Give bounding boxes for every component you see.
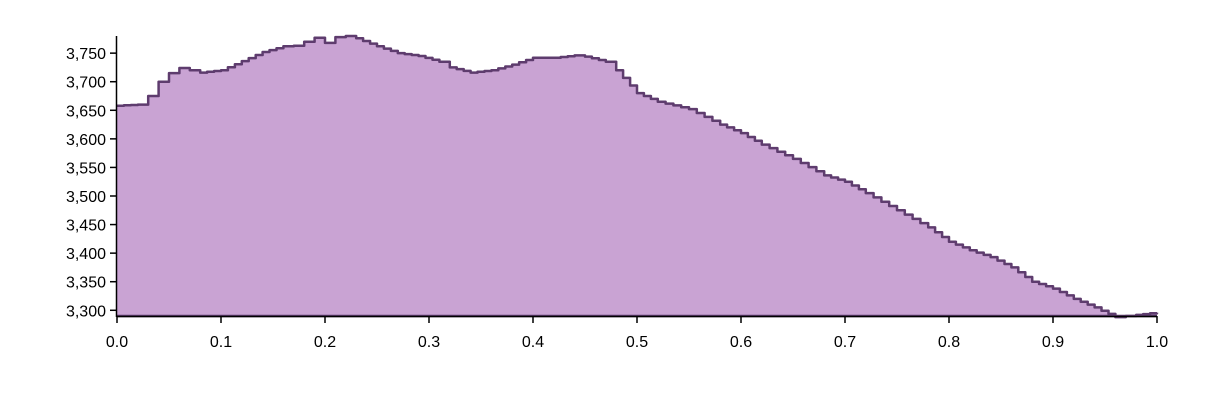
y-tick-label: 3,600 <box>66 132 106 149</box>
area-fill <box>117 36 1157 318</box>
y-tick-label: 3,700 <box>66 75 106 92</box>
y-tick-label: 3,500 <box>66 189 106 206</box>
plot-area <box>117 34 1159 319</box>
x-tick-label: 0.1 <box>210 334 232 351</box>
y-tick-label: 3,550 <box>66 160 106 177</box>
y-axis: 3,300 3,350 3,400 3,450 3,500 3,550 3,600 3,650… <box>66 36 118 320</box>
x-tick-label: 0.6 <box>730 334 752 351</box>
x-tick-label: 0.4 <box>522 334 544 351</box>
y-tick-label: 3,400 <box>66 246 106 263</box>
y-tick-label: 3,450 <box>66 218 106 235</box>
x-tick-label: 0.9 <box>1042 334 1064 351</box>
y-tick-label: 3,650 <box>66 103 106 120</box>
x-tick-label: 1.0 <box>1146 334 1168 351</box>
x-tick-label: 0.8 <box>938 334 960 351</box>
x-tick-label: 0.7 <box>834 334 856 351</box>
series-line <box>117 34 1159 319</box>
x-tick-label: 0.2 <box>314 334 336 351</box>
x-tick-label: 0.0 <box>106 334 128 351</box>
y-tick-label: 3,350 <box>66 275 106 292</box>
x-axis: 0.0 0.1 0.2 0.3 0.4 0.5 0.6 0.7 0.8 0.9 1.0 <box>106 315 1168 351</box>
x-tick-label: 0.3 <box>418 334 440 351</box>
y-tick-label: 3,750 <box>66 46 106 63</box>
y-tick-label: 3,300 <box>66 303 106 320</box>
x-tick-label: 0.5 <box>626 334 648 351</box>
